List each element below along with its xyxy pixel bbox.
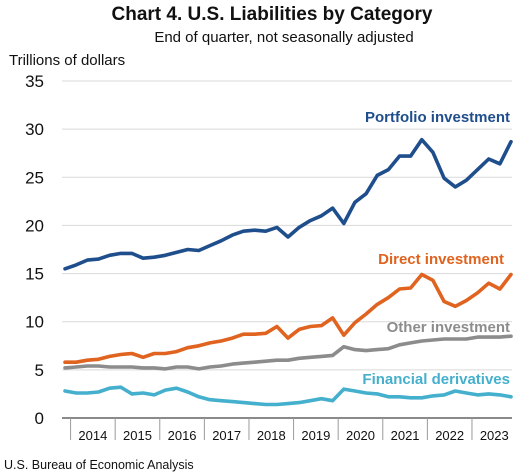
series-label-direct-investment: Direct investment [378,251,504,268]
series-line-other-investment [63,334,513,371]
y-tick-label: 0 [35,409,44,428]
chart-subtitle: End of quarter, not seasonally adjusted [154,29,413,46]
series-lines [63,137,513,407]
x-tick-label: 2017 [212,428,241,443]
source-note: U.S. Bureau of Economic Analysis [4,458,194,472]
y-tick-label: 25 [25,168,44,187]
x-tick-label: 2016 [168,428,197,443]
y-tick-label: 5 [35,361,44,380]
y-tick-label: 30 [25,120,44,139]
y-tick-label: 35 [25,72,44,91]
grid-lines [62,80,512,371]
x-tick-label: 2020 [346,428,375,443]
x-tick-label: 2015 [123,428,152,443]
chart-title: Chart 4. U.S. Liabilities by Category [112,4,433,25]
series-label-portfolio-investment: Portfolio investment [365,109,510,126]
x-tick-label: 2021 [391,428,420,443]
series-label-financial-derivatives: Financial derivatives [362,371,510,388]
x-tick-label: 2023 [480,428,509,443]
x-tick-label: 2014 [78,428,107,443]
y-axis-label: Trillions of dollars [9,52,125,69]
x-tick-label: 2018 [257,428,286,443]
series-label-other-investment: Other investment [387,319,510,336]
x-axis: 2014 2015 2016 2017 2018 2019 2020 2021 2022 2023 [62,417,512,443]
x-tick-label: 2019 [301,428,330,443]
series-line-direct-investment [63,272,513,365]
series-line-financial-derivatives [63,385,513,407]
x-tick-label: 2022 [435,428,464,443]
y-tick-labels: 0 5 10 15 20 25 30 35 [25,72,44,428]
y-tick-label: 10 [25,313,44,332]
y-tick-label: 20 [25,216,44,235]
series-line-portfolio-investment [63,137,513,271]
y-tick-label: 15 [25,265,44,284]
